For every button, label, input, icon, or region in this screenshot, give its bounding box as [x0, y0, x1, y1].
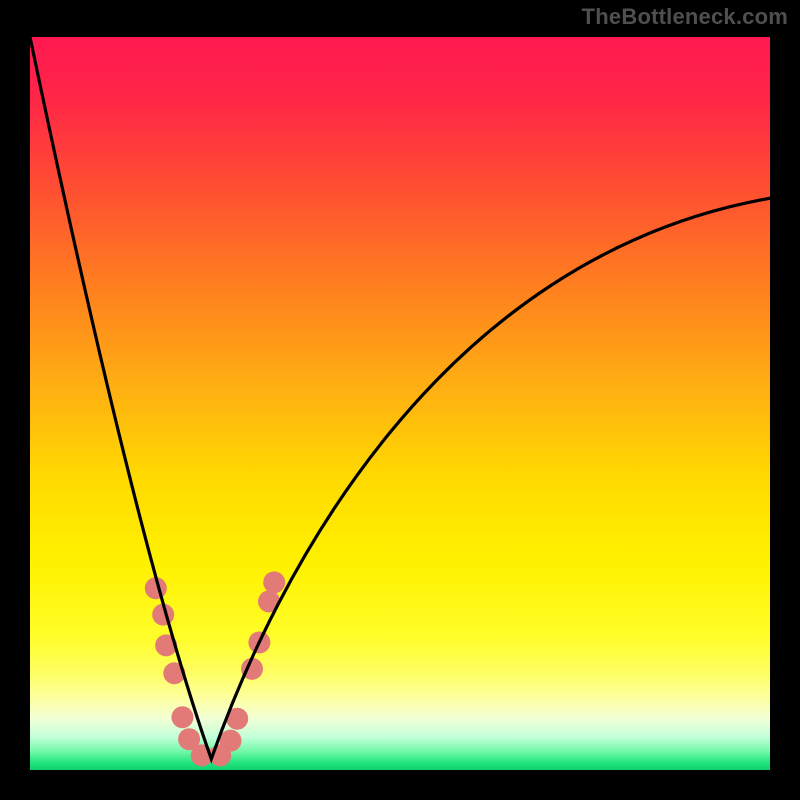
chart-container: TheBottleneck.com: [0, 0, 800, 800]
curve-layer: [30, 37, 770, 759]
chart-svg: [30, 37, 770, 770]
bottleneck-curve: [30, 37, 770, 759]
data-marker: [220, 730, 242, 752]
watermark-text: TheBottleneck.com: [582, 4, 788, 30]
plot-area: [30, 37, 770, 770]
data-marker: [171, 706, 193, 728]
data-marker: [263, 571, 285, 593]
marker-layer: [145, 571, 285, 766]
